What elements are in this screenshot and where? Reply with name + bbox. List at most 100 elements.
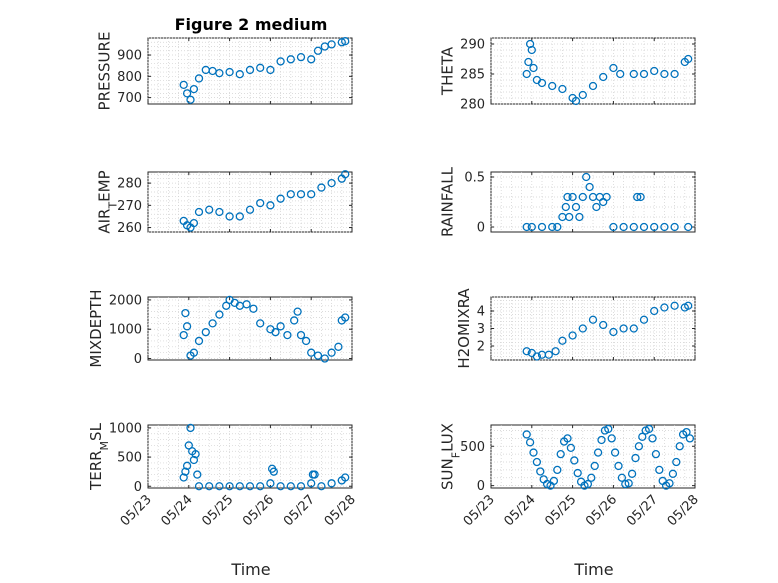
data-point	[179, 473, 188, 482]
data-point	[276, 57, 285, 66]
data-point	[660, 222, 669, 232]
data-point	[341, 170, 350, 179]
data-point	[627, 469, 637, 478]
data-point	[609, 327, 618, 337]
data-point	[524, 57, 533, 67]
data-point	[235, 212, 244, 221]
data-point	[544, 350, 553, 359]
data-point	[588, 315, 598, 324]
data-point	[307, 55, 316, 64]
data-point	[604, 424, 613, 434]
data-point	[629, 69, 638, 79]
data-point	[616, 69, 625, 79]
data-point	[256, 63, 265, 72]
y-tick-label: 0	[477, 479, 485, 494]
data-point	[249, 304, 258, 313]
data-point	[684, 222, 693, 232]
data-point	[631, 453, 640, 463]
data-point	[205, 482, 214, 491]
data-point	[639, 222, 649, 232]
data-point	[225, 67, 234, 77]
data-point	[684, 301, 693, 310]
data-point	[571, 202, 581, 212]
y-axis-label: AIRTEMP	[95, 170, 119, 233]
data-point	[549, 476, 559, 486]
data-point	[296, 482, 306, 491]
data-point	[592, 202, 601, 212]
data-point	[682, 427, 691, 437]
data-point	[341, 37, 350, 46]
data-point	[181, 308, 190, 318]
data-point	[181, 467, 190, 476]
data-point	[313, 46, 323, 55]
data-point	[660, 69, 669, 79]
data-point	[296, 330, 306, 340]
x-tick-label: 05/28	[665, 492, 702, 529]
data-point	[245, 205, 255, 214]
y-axis-label: H2OMIXRA	[455, 288, 473, 369]
x-tick-label: 05/23	[461, 492, 498, 529]
data-point	[558, 84, 567, 94]
data-point	[301, 336, 311, 346]
data-point	[529, 448, 538, 457]
data-point	[215, 207, 224, 217]
panel-rainfall: 0 0.5 RAINFALL	[438, 166, 696, 237]
data-point	[629, 222, 638, 232]
data-point	[245, 482, 255, 491]
data-point	[189, 218, 199, 228]
data-point	[271, 328, 280, 337]
data-point	[575, 212, 584, 222]
data-point	[208, 319, 217, 328]
data-point	[672, 457, 681, 467]
data-point	[607, 434, 616, 443]
x-axis-label-left: Time	[230, 560, 270, 579]
data-point	[307, 190, 316, 199]
data-point	[293, 307, 302, 316]
data-point	[182, 89, 192, 98]
data-point	[522, 222, 531, 232]
y-tick-label: 2000	[109, 293, 142, 308]
data-point	[522, 69, 531, 79]
data-point	[563, 192, 572, 202]
y-tick-label: 0	[134, 480, 142, 495]
data-point	[639, 69, 649, 79]
data-point	[537, 222, 547, 232]
data-point	[670, 301, 679, 310]
data-point	[242, 300, 251, 309]
y-tick-label: 280	[117, 177, 142, 192]
data-point	[670, 69, 679, 79]
data-point	[655, 465, 664, 475]
data-point	[256, 319, 265, 328]
plot-area	[147, 424, 353, 489]
y-tick-label: 0.5	[464, 171, 485, 186]
data-point	[327, 178, 336, 188]
data-point	[548, 81, 557, 91]
data-point	[313, 351, 323, 360]
data-point	[617, 473, 627, 482]
data-point	[191, 450, 200, 459]
panel-pressure: 700 800 900 PRESSURE	[95, 32, 353, 110]
y-tick-label: 1000	[109, 323, 142, 338]
y-tick-label: 2	[477, 340, 485, 355]
data-point	[668, 469, 678, 478]
data-point	[276, 482, 285, 491]
y-axis-label: RAINFALL	[438, 166, 456, 237]
data-point	[215, 68, 224, 78]
data-point	[317, 183, 326, 192]
data-point	[597, 435, 606, 445]
y-tick-label: 0	[477, 221, 485, 236]
x-tick-label: 05/23	[118, 492, 155, 529]
data-point	[179, 330, 188, 340]
data-point	[286, 482, 295, 491]
panel-terr-msl: 0 500 1000 05/23 05/24 05/25 05/26 05/27 05/28 TE…	[87, 421, 359, 529]
data-point	[189, 84, 199, 94]
data-point	[599, 72, 608, 82]
data-point	[296, 53, 306, 62]
y-tick-label: 500	[117, 451, 142, 466]
data-point	[286, 190, 295, 199]
data-point	[327, 348, 336, 357]
data-point	[566, 443, 576, 452]
data-point	[334, 342, 343, 351]
data-point	[578, 192, 587, 202]
x-tick-label: 05/26	[240, 492, 277, 529]
